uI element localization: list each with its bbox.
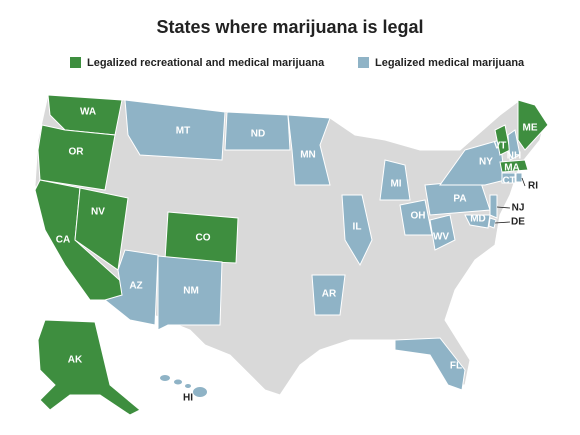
- state-label: CT: [502, 176, 515, 187]
- leader-line: [496, 206, 511, 209]
- legend-swatch: [358, 57, 369, 68]
- state-label: OH: [411, 211, 426, 222]
- leader-line: [521, 177, 526, 187]
- state-label: CO: [196, 233, 211, 244]
- state-shape: [489, 194, 498, 219]
- state-label: AZ: [129, 281, 142, 292]
- state-label: ND: [251, 129, 265, 140]
- state-shape: [160, 375, 170, 381]
- state-label: IL: [353, 222, 362, 233]
- state-shape: [379, 159, 411, 201]
- state-shape: [287, 114, 331, 186]
- state-shape: [501, 172, 516, 184]
- legend-swatch: [70, 57, 81, 68]
- state-label: FL: [450, 361, 462, 372]
- state-label: MD: [470, 214, 486, 225]
- state-label: HI: [183, 393, 193, 404]
- state-label: NM: [183, 286, 199, 297]
- legend-label: Legalized recreational and medical marij…: [87, 57, 325, 69]
- state-label: DE: [511, 217, 525, 228]
- state-shape: [174, 379, 182, 385]
- leader-line: [494, 221, 511, 224]
- state-label: MI: [390, 179, 401, 190]
- state-shape: [37, 319, 141, 416]
- state-label: WA: [80, 107, 96, 118]
- state-shape: [439, 139, 506, 186]
- state-label: MA: [504, 163, 520, 174]
- state-label: NY: [479, 157, 493, 168]
- state-shape: [124, 99, 226, 161]
- state-shape: [464, 214, 491, 229]
- state-shape: [499, 159, 529, 173]
- state-shape: [311, 274, 346, 316]
- state-label: MT: [176, 126, 190, 137]
- state-label: WV: [433, 232, 449, 243]
- state-shape: [193, 387, 207, 397]
- state-shape: [185, 384, 191, 388]
- state-shape: [429, 214, 456, 251]
- state-label: MN: [300, 150, 316, 161]
- state-shape: [341, 194, 373, 267]
- state-shape: [507, 129, 521, 161]
- state-label: PA: [453, 194, 466, 205]
- state-label: RI: [528, 181, 538, 192]
- state-shape: [224, 111, 291, 151]
- state-shape: [394, 337, 466, 391]
- state-shape: [103, 249, 159, 326]
- state-shape: [515, 172, 523, 183]
- state-label: CA: [56, 235, 70, 246]
- state-shape: [37, 124, 116, 191]
- state-label: AR: [322, 289, 337, 300]
- state-label: VT: [494, 141, 507, 152]
- state-shape: [157, 255, 223, 331]
- map-title: States where marijuana is legal: [156, 17, 423, 37]
- legend-label: Legalized medical marijuana: [375, 57, 525, 69]
- state-label: NV: [91, 207, 105, 218]
- state-label: ME: [523, 123, 538, 134]
- state-label: AK: [68, 355, 83, 366]
- state-label: NJ: [512, 203, 525, 214]
- state-shape: [164, 211, 239, 264]
- state-label: NH: [507, 151, 521, 162]
- state-shape: [517, 99, 549, 151]
- state-shape: [488, 217, 497, 229]
- state-label: OR: [69, 147, 85, 158]
- states: WA OR CA NV CO AK MT ND MN AZ NM AR IL MI OH PA NY WV FL HI…: [34, 94, 549, 416]
